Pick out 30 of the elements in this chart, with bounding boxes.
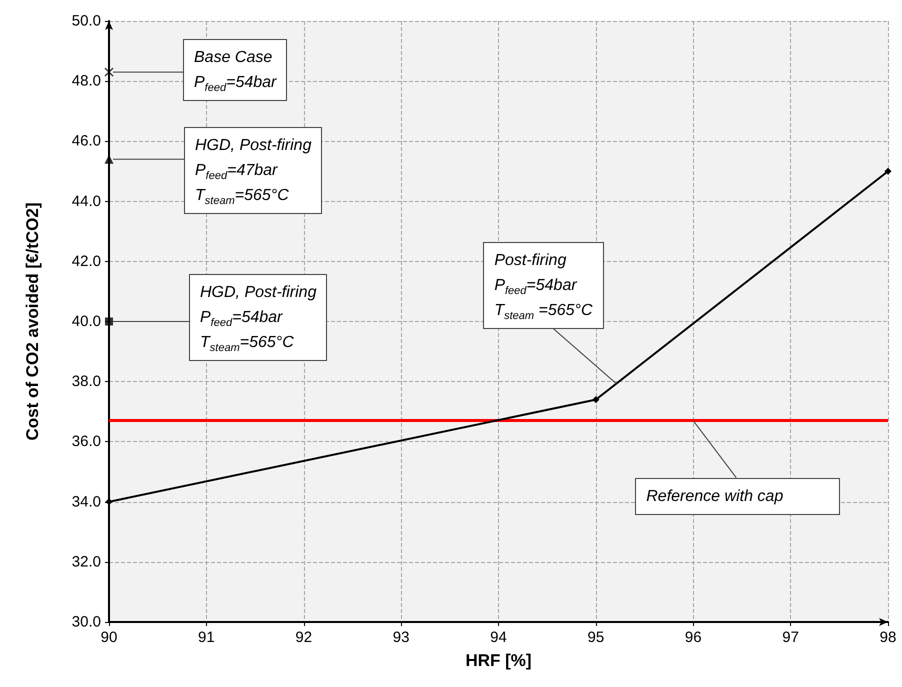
x-tick-label: 90 [100, 629, 118, 646]
y-tick-label: 32.0 [72, 553, 101, 570]
x-tick-label: 94 [490, 629, 507, 646]
point [884, 168, 892, 175]
point [592, 396, 600, 404]
callout-box: Post-firing P$_{feed}$=54bar T$_{steam}$ =565°C [483, 242, 604, 329]
y-tick-label: 36.0 [72, 433, 101, 450]
y-axis-title: Cost of CO2 avoided [€/tCO2] [23, 202, 42, 441]
callout-box: Reference with cap [635, 478, 840, 515]
x-tick-label: 96 [684, 629, 702, 646]
callout-box: HGD, Post-firing P$_{feed}$=54bar T$_{steam}$=565°C [189, 274, 328, 360]
y-tick-label: 50.0 [72, 12, 101, 30]
x-tick-label: 93 [392, 629, 410, 646]
y-tick-label: 44.0 [72, 192, 101, 210]
x-tick-label: 95 [588, 629, 604, 646]
x-tick-label: 92 [295, 629, 312, 646]
y-tick-label: 34.0 [72, 493, 101, 510]
callout-box: HGD, Post-firing P$_{feed}$=47bar T$_{steam}$=565°C [184, 127, 322, 214]
x-tick-label: 97 [782, 629, 799, 646]
x-tick-label: 91 [198, 629, 215, 646]
point [105, 318, 113, 326]
y-tick-label: 40.0 [72, 313, 101, 330]
x-axis-title: HRF [%] [465, 651, 532, 670]
y-tick-label: 38.0 [72, 373, 101, 390]
y-tick-label: 48.0 [72, 72, 101, 90]
x-tick-label: 98 [880, 629, 896, 646]
y-tick-label: 46.0 [72, 132, 101, 150]
y-tick-label: 42.0 [72, 252, 101, 270]
y-tick-label: 30.0 [72, 614, 101, 630]
callout-box: Base Case P$_{feed}$=54bar [183, 39, 288, 102]
